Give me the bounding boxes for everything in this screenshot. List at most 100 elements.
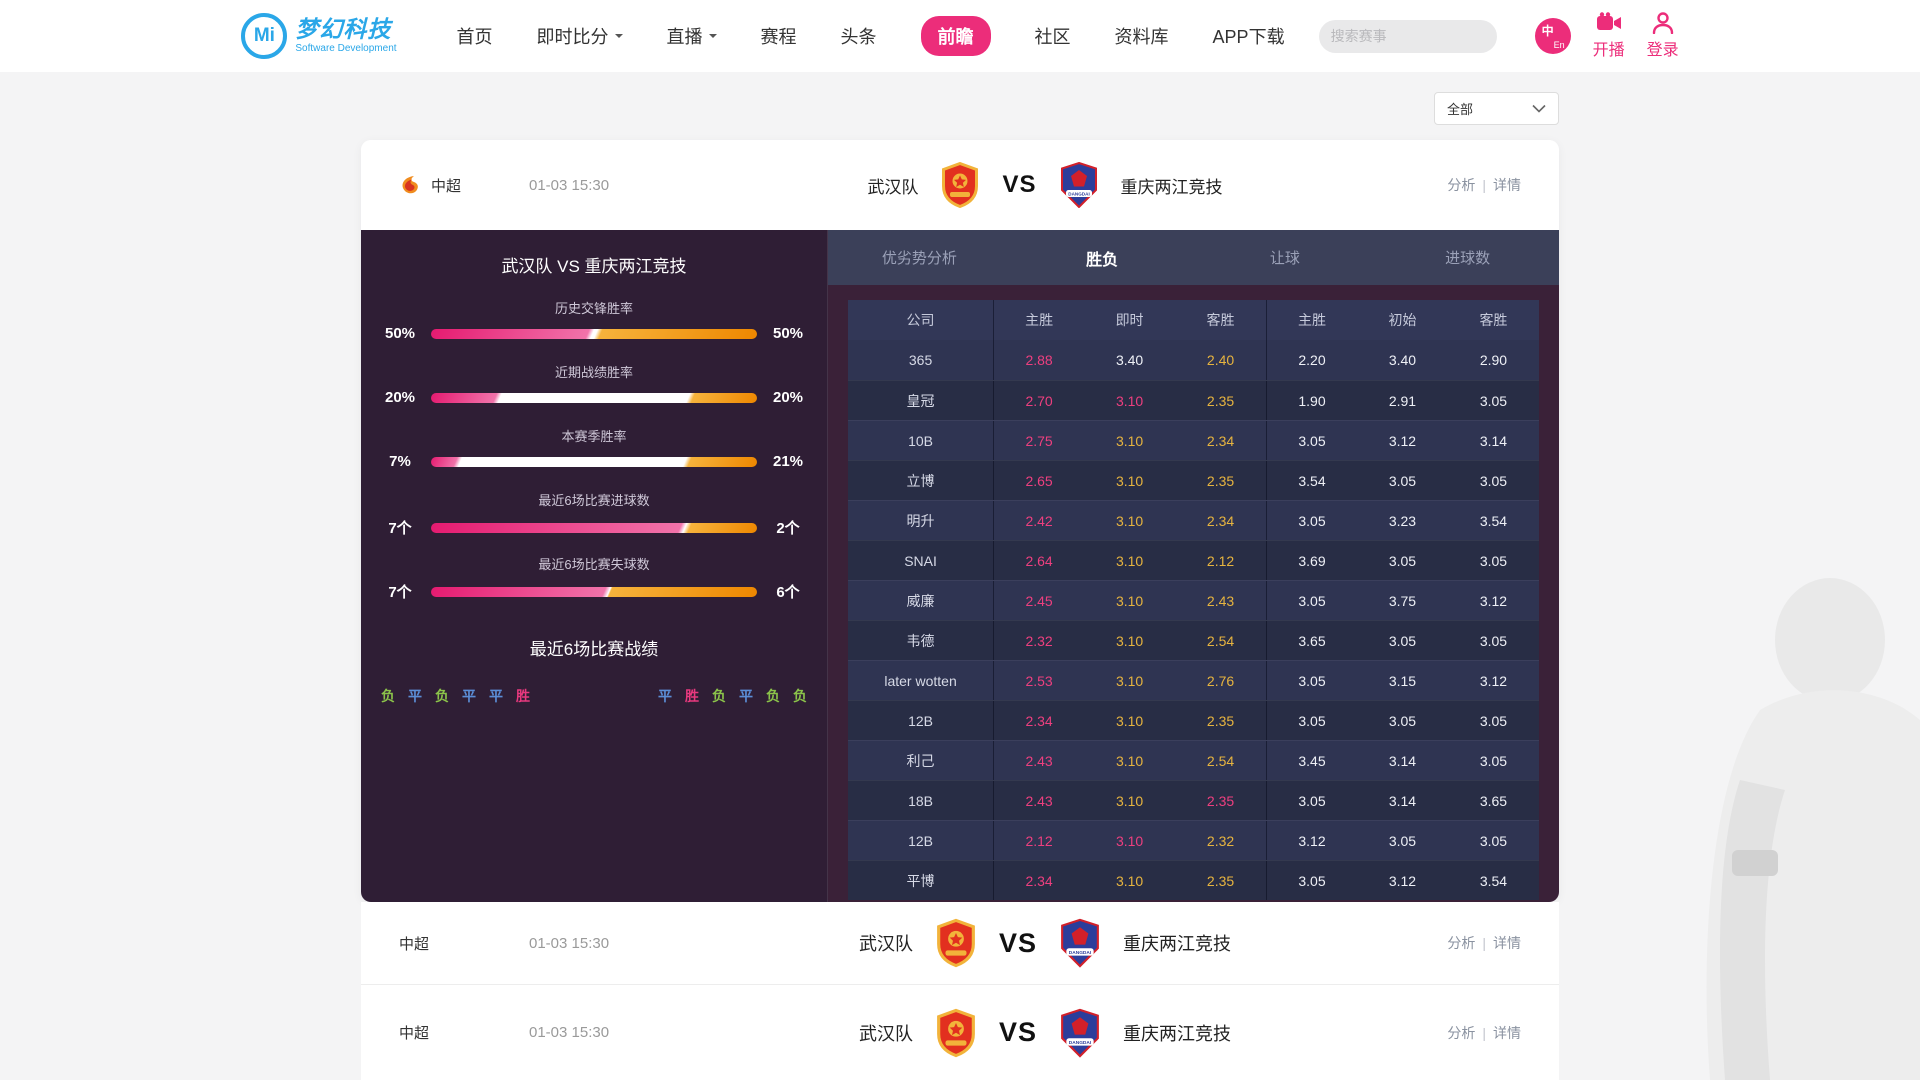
nav-item-label: 直播 — [666, 27, 703, 47]
odds-cell: 2.35 — [1206, 712, 1235, 729]
league-csl-icon — [402, 176, 418, 194]
tab-3[interactable]: 进球数 — [1376, 247, 1559, 268]
stat-block: 近期战绩胜率 20% 20% — [361, 353, 827, 417]
broadcast-label: 开播 — [1592, 42, 1625, 59]
stat-right-value: 50% — [772, 325, 804, 342]
table-row[interactable]: 韦德 2.32 3.10 2.54 3.65 3.05 3.05 — [848, 620, 1539, 660]
nav-item-community[interactable]: 社区 — [1035, 23, 1071, 49]
nav-item-label: 首页 — [456, 27, 493, 47]
table-row[interactable]: 明升 2.42 3.10 2.34 3.05 3.23 3.54 — [848, 500, 1539, 540]
detail-link[interactable]: 详情 — [1493, 935, 1521, 951]
svg-text:DANGDAI: DANGDAI — [1069, 1039, 1092, 1045]
nav-item-app-download[interactable]: APP下载 — [1213, 23, 1285, 49]
odds-cell: 2.43 — [1206, 592, 1235, 609]
background-player-image — [1706, 578, 1920, 1080]
table-row[interactable]: 10B 2.75 3.10 2.34 3.05 3.12 3.14 — [848, 420, 1539, 460]
nav-item-streams[interactable]: 直播 — [667, 23, 717, 49]
nav-item-schedule[interactable]: 赛程 — [761, 23, 797, 49]
table-row[interactable]: 12B 2.12 3.10 2.32 3.12 3.05 3.05 — [848, 820, 1539, 860]
odds-cell: 3.05 — [1388, 712, 1417, 729]
odds-cell: 3.10 — [1115, 872, 1144, 889]
tab-1[interactable]: 胜负 — [1011, 246, 1194, 270]
odds-cell: 2.34 — [1206, 432, 1235, 449]
odds-cell: 2.35 — [1206, 792, 1235, 809]
odds-cell: 3.05 — [1388, 552, 1417, 569]
search-input[interactable] — [1330, 28, 1512, 44]
table-row[interactable]: later wotten 2.53 3.10 2.76 3.05 3.15 3.12 — [848, 660, 1539, 700]
tab-0[interactable]: 优劣势分析 — [828, 247, 1011, 268]
header-cell: 主胜 — [1266, 300, 1357, 340]
odds-cell: 3.40 — [1388, 352, 1417, 368]
table-row[interactable]: 365 2.88 3.40 2.40 2.20 3.40 2.90 — [848, 340, 1539, 380]
odds-tabs: 优劣势分析 胜负 让球 进球数 — [828, 230, 1559, 285]
result-draw: 平 — [408, 688, 422, 704]
lang-zh-label: 中 — [1541, 24, 1554, 38]
nav-item-preview[interactable]: 前瞻 — [920, 16, 991, 56]
language-toggle-icon[interactable]: 中 En — [1534, 18, 1571, 54]
company-cell: 12B — [908, 832, 934, 849]
match-list-row[interactable]: 中超 01-03 15:30 武汉队 VS DANGDAI 重庆两江竞技 分析 |… — [361, 984, 1559, 1080]
company-cell: 韦德 — [906, 632, 935, 649]
stat-bar — [431, 328, 757, 339]
featured-match-row[interactable]: 中超 01-03 15:30 武汉队 VS DANGDAI 重庆两 — [361, 140, 1559, 230]
analysis-link[interactable]: 分析 — [1447, 935, 1476, 951]
odds-cell: 3.75 — [1388, 592, 1417, 609]
away-team-badge: DANGDAI — [1061, 1008, 1099, 1058]
table-row[interactable]: SNAI 2.64 3.10 2.12 3.69 3.05 3.05 — [848, 540, 1539, 580]
chevron-down-icon — [1532, 104, 1546, 113]
nav-item-database[interactable]: 资料库 — [1115, 23, 1169, 49]
stat-bar — [431, 392, 757, 403]
chevron-down-icon — [614, 34, 623, 42]
analysis-link[interactable]: 分析 — [1447, 1024, 1476, 1041]
table-row[interactable]: 12B 2.34 3.10 2.35 3.05 3.05 3.05 — [848, 700, 1539, 740]
odds-cell: 3.10 — [1115, 552, 1144, 569]
odds-cell: 2.34 — [1206, 512, 1235, 529]
odds-cell: 3.05 — [1479, 472, 1508, 489]
table-row[interactable]: 皇冠 2.70 3.10 2.35 1.90 2.91 3.05 — [848, 380, 1539, 420]
company-cell: later wotten — [884, 672, 957, 689]
tab-2[interactable]: 让球 — [1194, 247, 1377, 268]
result-lose: 负 — [435, 688, 449, 704]
nav-item-home[interactable]: 首页 — [457, 23, 493, 49]
stats-list: 历史交锋胜率 50% 50% 近期战绩胜率 20% 20% 本赛季胜率 7% 21% 最近6场比赛… — [361, 289, 827, 609]
nav-item-live-score[interactable]: 即时比分 — [537, 23, 623, 49]
odds-cell: 2.35 — [1206, 392, 1235, 409]
odds-cell: 2.54 — [1206, 752, 1235, 769]
odds-cell: 3.65 — [1479, 792, 1508, 809]
nav-item-headlines[interactable]: 头条 — [841, 23, 877, 49]
match-time: 01-03 15:30 — [529, 1024, 610, 1041]
stat-label: 本赛季胜率 — [561, 429, 627, 444]
table-row[interactable]: 利己 2.43 3.10 2.54 3.45 3.14 3.05 — [848, 740, 1539, 780]
league-filter-dropdown[interactable]: 全部 — [1434, 92, 1559, 125]
matchup-stats-panel: 武汉队 VS 重庆两江竞技 历史交锋胜率 50% 50% 近期战绩胜率 20% 20% 本赛… — [361, 230, 828, 902]
odds-cell: 2.35 — [1206, 872, 1235, 889]
detail-link[interactable]: 详情 — [1493, 177, 1521, 193]
stat-label: 历史交锋胜率 — [554, 301, 633, 316]
stat-left-value: 7% — [389, 453, 411, 470]
table-row[interactable]: 18B 2.43 3.10 2.35 3.05 3.14 3.65 — [848, 780, 1539, 820]
detail-link[interactable]: 详情 — [1493, 1024, 1521, 1041]
table-row[interactable]: 平博 2.34 3.10 2.35 3.05 3.12 3.54 — [848, 860, 1539, 900]
odds-cell: 2.42 — [993, 501, 1084, 540]
nav-item-label: 资料库 — [1114, 27, 1169, 47]
analysis-link[interactable]: 分析 — [1447, 177, 1476, 193]
odds-cell: 2.43 — [993, 741, 1084, 780]
login-button[interactable]: 登录 — [1647, 12, 1679, 60]
odds-cell: 3.05 — [1479, 552, 1508, 569]
odds-cell: 3.10 — [1115, 672, 1144, 689]
odds-cell: 3.45 — [1266, 741, 1357, 780]
odds-cell: 2.12 — [993, 821, 1084, 860]
match-list: 中超 01-03 15:30 武汉队 VS DANGDAI 重庆两江竞技 分析 |… — [361, 902, 1559, 1080]
odds-cell: 3.10 — [1115, 472, 1144, 489]
odds-cell: 3.05 — [1266, 701, 1357, 740]
odds-cell: 3.05 — [1479, 752, 1508, 769]
site-logo[interactable]: Mi 梦幻科技 Software Development — [241, 13, 397, 59]
odds-cell: 2.34 — [993, 861, 1084, 900]
odds-cell: 3.05 — [1266, 421, 1357, 460]
search-box[interactable] — [1318, 19, 1512, 53]
table-row[interactable]: 威廉 2.45 3.10 2.43 3.05 3.75 3.12 — [848, 580, 1539, 620]
stat-bar-row: 7个 2个 — [361, 517, 827, 538]
match-list-row[interactable]: 中超 01-03 15:30 武汉队 VS DANGDAI 重庆两江竞技 分析 |… — [361, 902, 1559, 984]
table-row[interactable]: 立博 2.65 3.10 2.35 3.54 3.05 3.05 — [848, 460, 1539, 500]
broadcast-button[interactable]: 开播 — [1593, 12, 1625, 60]
